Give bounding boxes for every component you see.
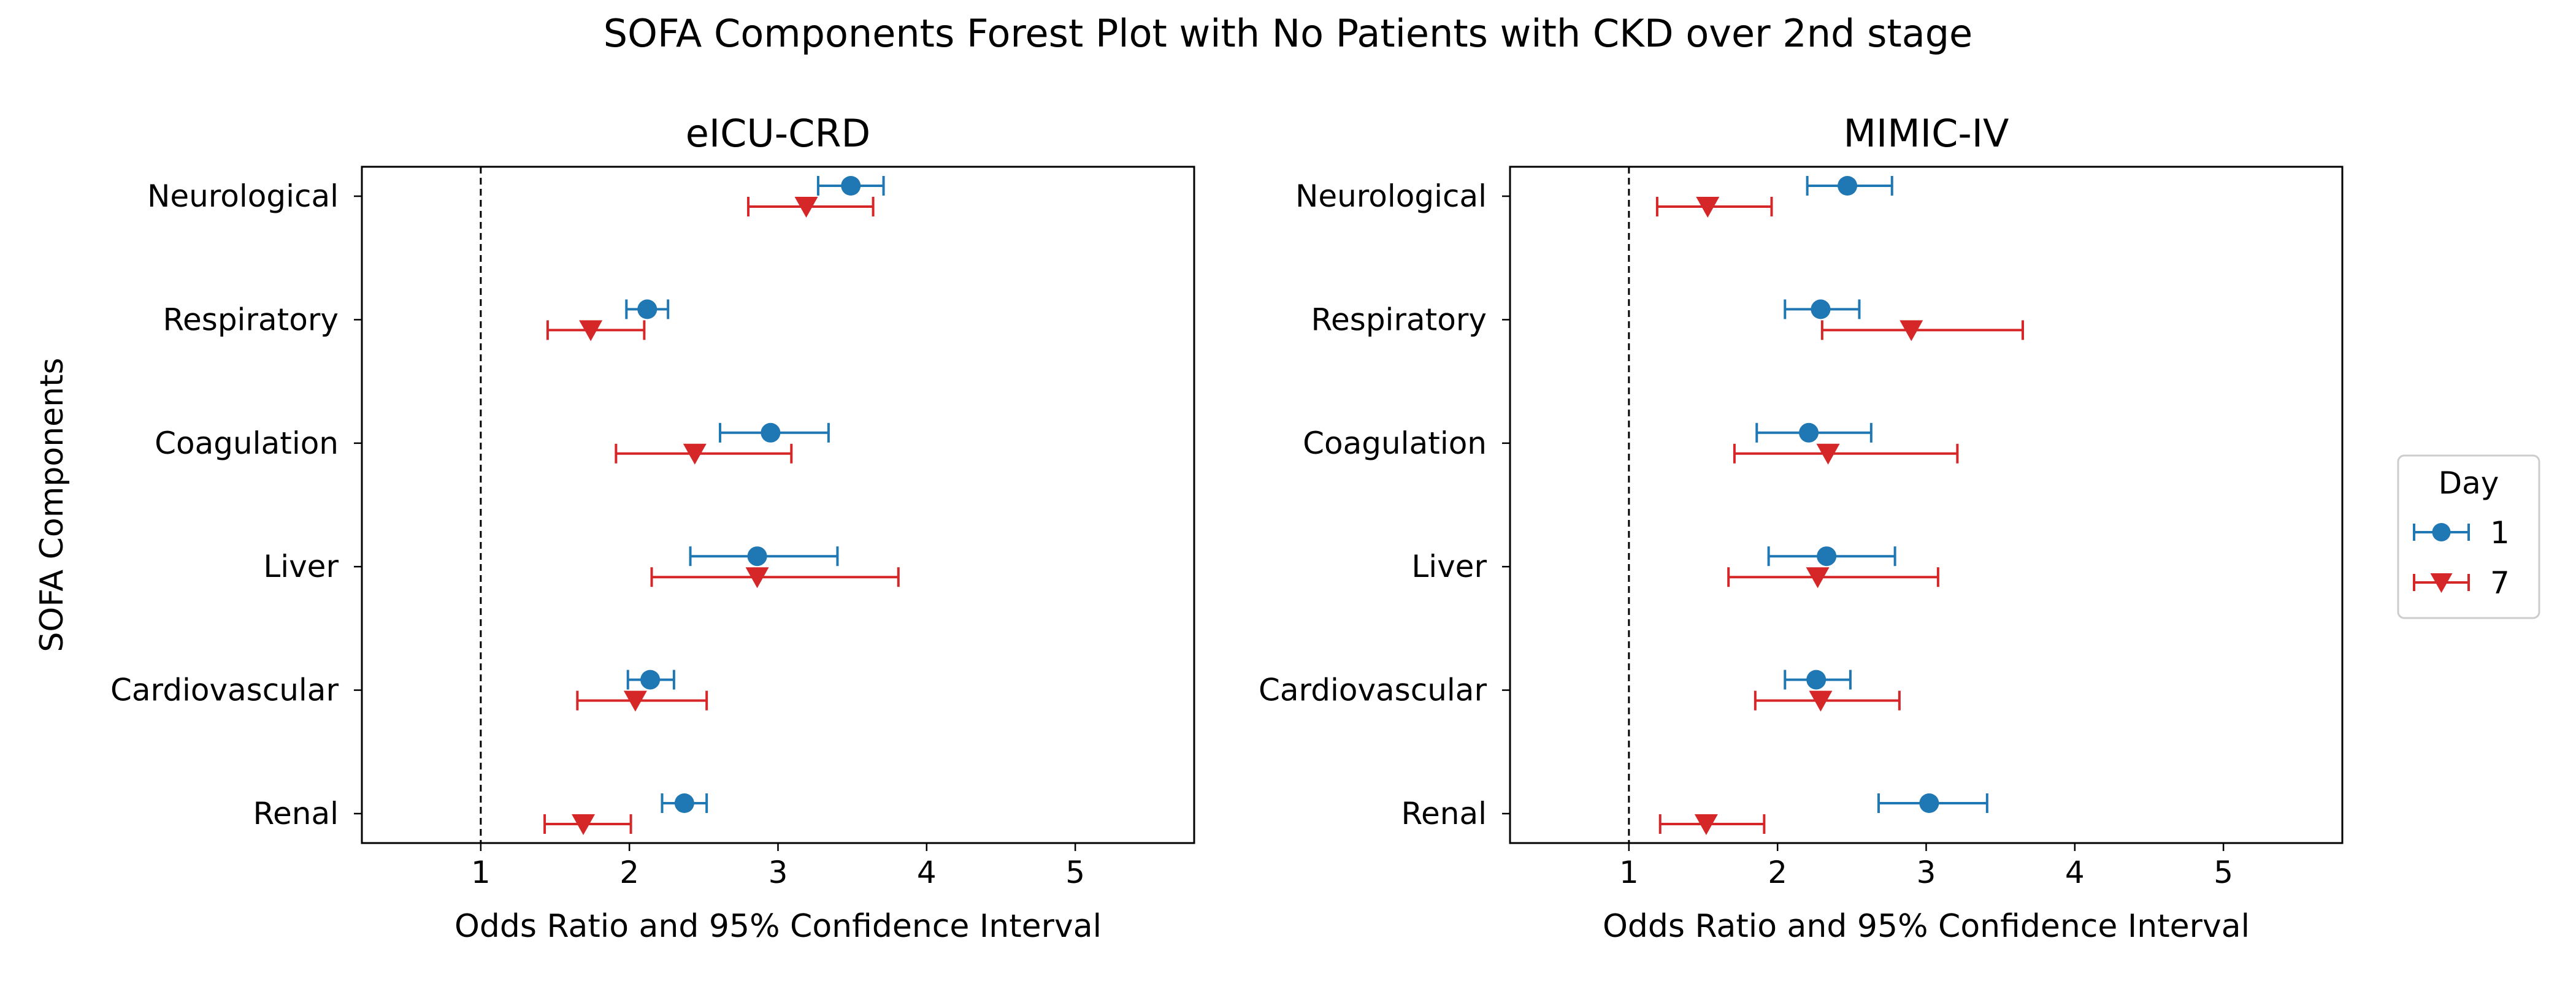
legend: Day 1 7 [2398, 456, 2539, 618]
point-marker [1919, 793, 1939, 813]
x-tick-label: 2 [1768, 855, 1787, 890]
y-tick-label: Renal [1401, 796, 1487, 831]
legend-title: Day [2439, 465, 2499, 501]
point-marker [640, 670, 660, 690]
y-axis-label: SOFA Components [34, 357, 71, 652]
y-tick-label: Coagulation [1303, 426, 1487, 461]
x-tick-label: 3 [769, 855, 788, 890]
y-tick-label: Cardiovascular [110, 673, 339, 708]
x-tick-label: 1 [1619, 855, 1639, 890]
point-marker [637, 299, 657, 319]
x-tick-label: 4 [917, 855, 937, 890]
x-axis-label: Odds Ratio and 95% Confidence Interval [454, 908, 1102, 945]
x-tick-label: 2 [619, 855, 639, 890]
x-tick-label: 3 [1917, 855, 1936, 890]
y-tick-label: Respiratory [163, 302, 339, 337]
legend-marker [2432, 523, 2451, 541]
point-marker [1799, 423, 1819, 443]
point-marker [748, 546, 767, 566]
point-marker [1806, 670, 1826, 690]
point-marker [761, 423, 780, 443]
point-marker [841, 176, 861, 196]
point-marker [675, 793, 694, 813]
figure-title: SOFA Components Forest Plot with No Pati… [604, 11, 1972, 56]
point-marker [1817, 546, 1836, 566]
y-tick-label: Neurological [1295, 178, 1487, 214]
legend-label: 1 [2490, 515, 2510, 551]
point-marker [1811, 299, 1830, 319]
y-tick-label: Liver [1411, 549, 1487, 584]
x-tick-label: 5 [1065, 855, 1085, 890]
y-tick-label: Neurological [147, 178, 339, 214]
y-tick-label: Respiratory [1311, 302, 1487, 337]
x-tick-label: 1 [471, 855, 491, 890]
subplot-title: MIMIC-IV [1844, 111, 2009, 156]
legend-label: 7 [2490, 565, 2510, 601]
subplot-title: eICU-CRD [686, 111, 871, 156]
point-marker [1838, 176, 1857, 196]
x-tick-label: 4 [2065, 855, 2085, 890]
y-tick-label: Liver [263, 549, 339, 584]
y-tick-label: Coagulation [155, 426, 339, 461]
y-tick-label: Renal [253, 796, 339, 831]
y-tick-label: Cardiovascular [1259, 673, 1487, 708]
x-tick-label: 5 [2214, 855, 2233, 890]
x-axis-label: Odds Ratio and 95% Confidence Interval [1603, 908, 2250, 945]
